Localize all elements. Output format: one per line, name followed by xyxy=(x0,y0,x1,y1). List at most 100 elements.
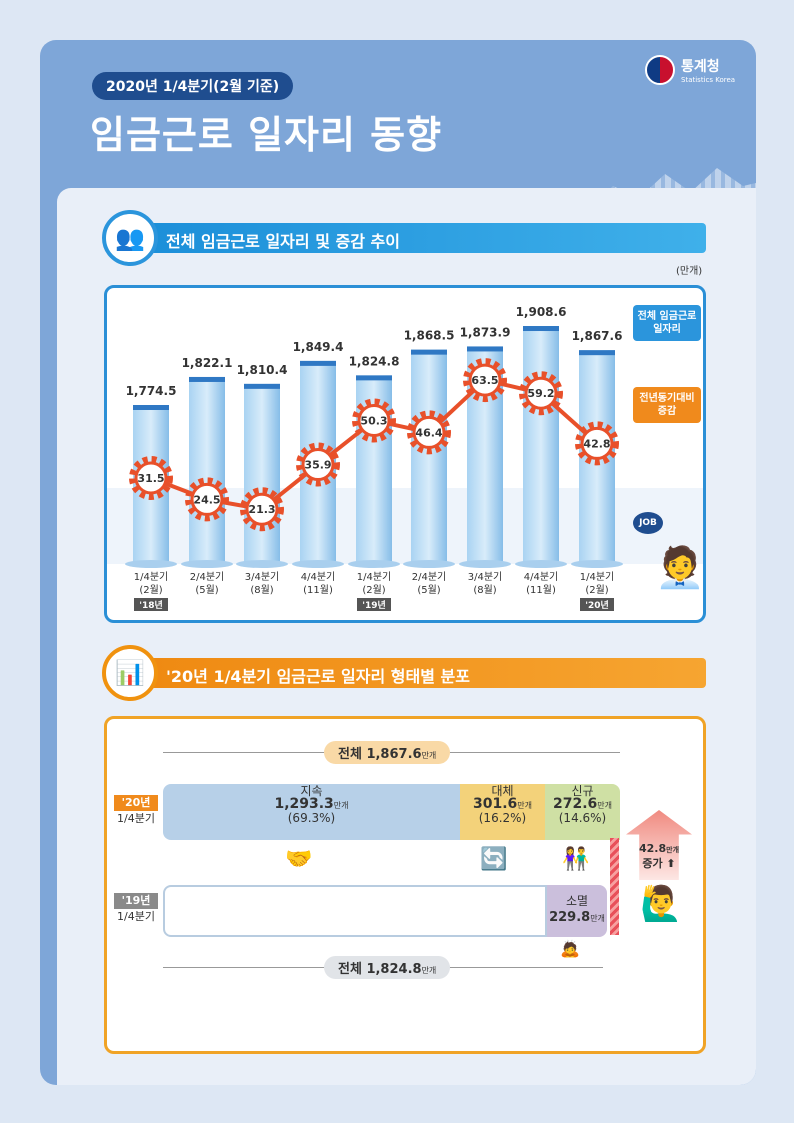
bar-value-label: 1,849.4 xyxy=(293,340,344,354)
presentation-icon: 📊 xyxy=(102,645,158,701)
taegeuk-icon xyxy=(645,55,675,85)
gear-marker xyxy=(301,448,335,482)
bar-base xyxy=(403,560,455,568)
year-tag-label: '20년 xyxy=(585,599,609,611)
gear-teeth xyxy=(463,358,507,403)
bar-base xyxy=(459,560,511,568)
gear-teeth xyxy=(240,487,284,532)
bar-cap xyxy=(244,383,280,389)
year-tag-label: '18년 xyxy=(139,599,163,611)
x-tick-label: 4/4분기 xyxy=(524,571,559,583)
x-tick-month: (2월) xyxy=(362,584,385,596)
change-value-label: 24.5 xyxy=(193,493,220,506)
increase-label: 42.8만개 증가 ⬆ xyxy=(638,842,680,870)
trend-chart: 1,774.5 1,822.1 1,810.4 1,849.4 1,824.8 1,868… xyxy=(107,305,703,611)
bar-value-label: 1,824.8 xyxy=(349,354,400,368)
year-tag xyxy=(134,598,168,611)
gear-marker xyxy=(134,461,168,495)
increase-hatch-bar xyxy=(610,838,619,935)
gear-teeth xyxy=(129,456,173,500)
x-tick-label: 2/4분기 xyxy=(412,571,447,583)
row-2020-label: '20년 1/4분기 xyxy=(114,795,158,827)
bar-cap xyxy=(411,349,447,355)
bar-cap xyxy=(133,405,169,410)
kneeling-worker-illustration: 🙇 xyxy=(560,939,580,958)
gear-marker xyxy=(524,376,558,410)
bar-base xyxy=(571,560,623,568)
segment-extinct: 소멸 229.8만개 xyxy=(547,885,607,937)
gear-teeth xyxy=(575,421,619,466)
total-2020: 전체 1,867.6만개 xyxy=(324,741,451,764)
bar-base xyxy=(515,560,567,568)
cheering-worker-illustration: 🙋‍♂️ xyxy=(640,884,683,924)
bar-base xyxy=(348,560,400,568)
businessman-illustration: 🧑‍💼 xyxy=(655,545,705,591)
x-tick-month: (8월) xyxy=(473,584,496,596)
segment-2: 신규 272.6만개 (14.6%) xyxy=(545,784,620,840)
job-sign: JOB xyxy=(633,512,663,534)
bar-value-label: 1,868.5 xyxy=(404,329,455,343)
page-title: 임금근로 일자리 동향 xyxy=(90,113,443,157)
gear-marker xyxy=(468,363,502,397)
change-value-label: 35.9 xyxy=(304,459,331,472)
x-tick-month: (11월) xyxy=(526,584,556,596)
bar-cap xyxy=(523,326,559,332)
gear-marker xyxy=(580,426,614,460)
logo-name: 통계청 xyxy=(681,59,720,75)
change-value-label: 21.3 xyxy=(248,503,275,516)
gear-teeth xyxy=(296,442,340,487)
x-tick-month: (2월) xyxy=(585,584,608,596)
change-value-label: 46.4 xyxy=(415,426,442,439)
section2-title: '20년 1/4분기 임금근로 일자리 형태별 분포 xyxy=(150,658,706,688)
change-value-label: 31.5 xyxy=(137,472,164,485)
bar-value-label: 1,867.6 xyxy=(572,329,623,343)
change-value-label: 50.3 xyxy=(360,414,387,427)
x-tick-label: 1/4분기 xyxy=(580,571,615,583)
x-tick-label: 3/4분기 xyxy=(468,571,503,583)
statistics-korea-logo: 통계청 Statistics Korea xyxy=(645,55,735,85)
gear-teeth xyxy=(185,477,229,522)
segment-1: 대체 301.6만개 (16.2%) xyxy=(460,784,545,840)
change-value-label: 59.2 xyxy=(527,387,554,400)
x-tick-month: (8월) xyxy=(250,584,273,596)
total-2019: 전체 1,824.8만개 xyxy=(324,956,451,979)
gear-teeth xyxy=(407,410,451,455)
bar-cap xyxy=(189,376,225,382)
x-tick-label: 2/4분기 xyxy=(190,571,225,583)
bar xyxy=(189,376,225,564)
x-tick-month: (11월) xyxy=(303,584,333,596)
year-tag-label: '19년 xyxy=(362,599,386,611)
bar-cap xyxy=(356,375,392,381)
x-tick-month: (2월) xyxy=(139,584,162,596)
gear-marker xyxy=(357,403,391,437)
bar-value-label: 1,908.6 xyxy=(516,305,567,319)
bar-cap xyxy=(579,350,615,356)
x-tick-label: 4/4분기 xyxy=(301,571,336,583)
legend-change: 전년동기대비 증감 xyxy=(633,387,701,423)
replacement-illustration: 🔄 xyxy=(480,847,508,872)
legend-total: 전체 임금근로 일자리 xyxy=(633,305,701,341)
section1-title: 전체 임금근로 일자리 및 증감 추이 xyxy=(150,223,706,253)
row-2019-label: '19년 1/4분기 xyxy=(114,893,158,925)
gear-marker xyxy=(245,492,279,526)
bar-base xyxy=(181,560,233,568)
bar-value-label: 1,822.1 xyxy=(182,356,233,370)
x-tick-label: 1/4분기 xyxy=(134,571,169,583)
gear-teeth xyxy=(519,371,563,416)
x-tick-month: (5월) xyxy=(195,584,218,596)
bar-cap xyxy=(467,346,503,352)
bar-cap xyxy=(300,360,336,366)
bar xyxy=(411,349,447,564)
bar-value-label: 1,873.9 xyxy=(460,325,511,339)
unit-label: (만개) xyxy=(676,266,703,277)
bar-value-label: 1,774.5 xyxy=(126,384,177,398)
change-value-label: 42.8 xyxy=(583,437,610,450)
segment-0: 지속 1,293.3만개 (69.3%) xyxy=(163,784,460,840)
x-tick-label: 3/4분기 xyxy=(245,571,280,583)
gear-teeth xyxy=(352,398,396,443)
bar xyxy=(244,383,280,564)
year-tag xyxy=(580,598,614,611)
gear-marker xyxy=(412,415,446,449)
bar-value-label: 1,810.4 xyxy=(237,363,288,377)
handshake-illustration: 🤝 xyxy=(285,847,313,872)
